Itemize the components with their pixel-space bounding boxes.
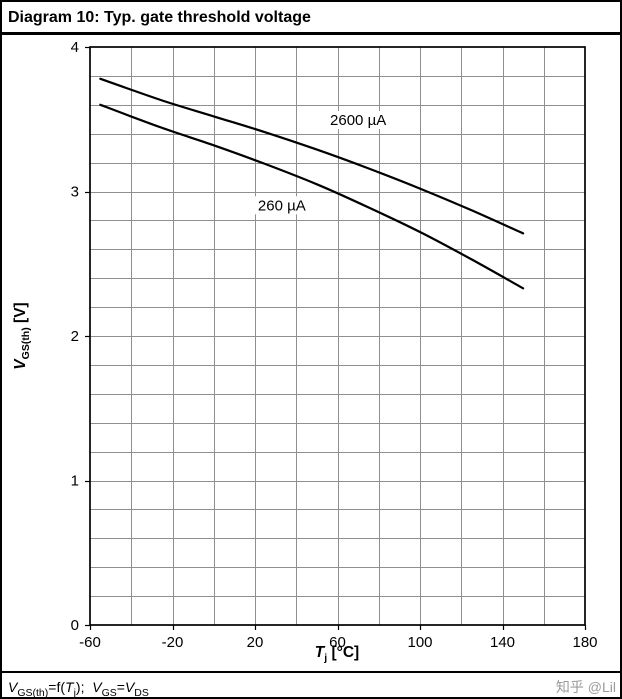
x-tick-label: -60 xyxy=(79,634,101,651)
y-tick-label: 2 xyxy=(71,328,79,345)
caption-text: =f( xyxy=(48,679,65,695)
chart-area: -60 -20 20 60 100 140 180 0 1 2 3 4 2600 µA 260 µA VG… xyxy=(2,35,620,671)
y-tick-label: 4 xyxy=(71,39,79,56)
y-tick-label: 0 xyxy=(71,617,79,634)
figure-footer: VGS(th)=f(Tj); VGS=VDS 知乎 @Lil xyxy=(2,671,620,699)
caption-text: ); xyxy=(75,679,93,695)
figure-title: Diagram 10: Typ. gate threshold voltage xyxy=(2,2,620,35)
x-tick-label: 140 xyxy=(490,634,515,651)
y-axis-unit: [V] xyxy=(11,302,29,328)
y-axis-symbol: V xyxy=(11,359,29,370)
y-tick-label: 3 xyxy=(71,184,79,201)
series-curve xyxy=(99,103,525,290)
x-axis-symbol: T xyxy=(314,644,325,661)
figure-caption: VGS(th)=f(Tj); VGS=VDS xyxy=(8,679,149,699)
x-tick-label: 20 xyxy=(247,634,264,651)
y-axis-subscript: GS(th) xyxy=(20,327,33,360)
curve-label: 2600 µA xyxy=(330,112,386,129)
caption-text: = xyxy=(116,679,125,695)
caption-sub-j: j xyxy=(73,686,76,699)
caption-sub-ds: DS xyxy=(134,686,149,699)
y-tick-label: 1 xyxy=(71,473,79,490)
caption-symbol-vds: V xyxy=(124,679,135,695)
watermark: 知乎 @Lil xyxy=(555,679,616,695)
x-tick-label: 180 xyxy=(572,634,597,651)
curve-label-bg xyxy=(323,111,393,130)
y-axis-title: VGS(th) [V] xyxy=(12,302,32,369)
threshold-voltage-chart: -60 -20 20 60 100 140 180 0 1 2 3 4 2600 µA 260 µA xyxy=(71,39,598,651)
caption-sub-gs: GS xyxy=(101,686,117,699)
x-tick-label: 100 xyxy=(407,634,432,651)
curve-label: 260 µA xyxy=(258,197,306,214)
curve-label-bg xyxy=(251,196,313,215)
x-axis-title: Tj [°C] xyxy=(315,644,359,664)
caption-symbol-tj: T xyxy=(65,679,74,695)
caption-sub-gsth: GS(th) xyxy=(17,686,49,699)
x-tick-label: -20 xyxy=(162,634,184,651)
x-axis-subscript: j xyxy=(324,652,328,665)
x-tick-label: 60 xyxy=(329,634,346,651)
series-curve xyxy=(99,77,525,235)
x-axis-unit: [°C] xyxy=(327,644,360,661)
caption-symbol-vgsth: V xyxy=(8,679,18,695)
caption-symbol-vgs: V xyxy=(92,679,102,695)
